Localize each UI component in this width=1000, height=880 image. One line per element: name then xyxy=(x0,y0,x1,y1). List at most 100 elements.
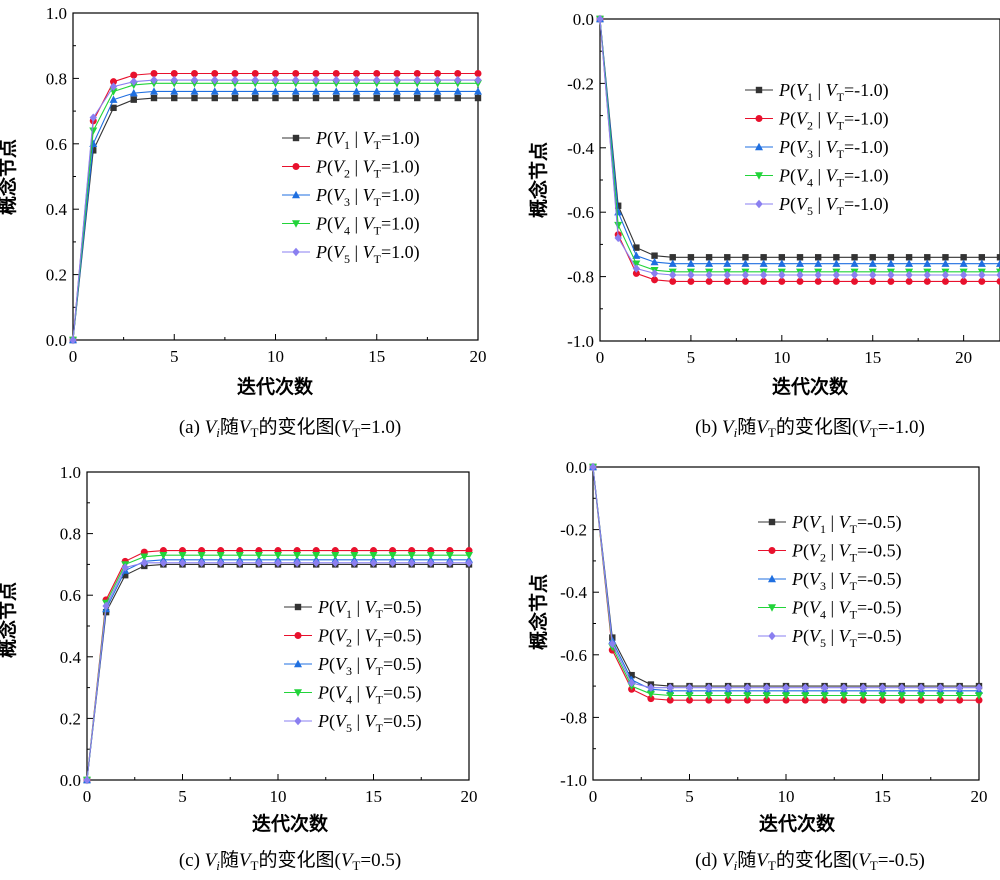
data-point xyxy=(159,558,168,568)
legend-swatch-marker xyxy=(755,172,763,180)
data-point xyxy=(782,692,790,700)
y-tick-label: 0.6 xyxy=(46,135,67,154)
data-point xyxy=(388,551,397,560)
data-point xyxy=(796,259,804,267)
data-point xyxy=(878,683,887,692)
legend-entry: P(V5 | VT=0.5) xyxy=(317,711,422,735)
data-point xyxy=(453,87,462,95)
data-point xyxy=(905,254,913,261)
data-point xyxy=(89,113,97,122)
legend-swatch-marker xyxy=(292,134,300,142)
data-point xyxy=(274,551,282,560)
data-point xyxy=(350,551,359,560)
data-point xyxy=(685,683,694,692)
data-point xyxy=(651,276,659,284)
data-point xyxy=(159,551,168,560)
legend-swatch-marker xyxy=(294,659,302,668)
x-tick-label: 15 xyxy=(368,347,385,366)
legend-entry: P(V1 | VT=1.0) xyxy=(315,128,420,152)
legend-swatch-marker xyxy=(292,220,300,228)
data-point xyxy=(632,264,641,273)
series-3 xyxy=(589,462,983,694)
y-tick-label: -0.2 xyxy=(567,74,594,93)
data-point xyxy=(445,551,454,560)
legend-swatch-marker xyxy=(294,603,302,611)
y-axis-label: 概念节点 xyxy=(527,142,550,218)
series-2 xyxy=(589,463,983,704)
legend-entry: P(V2 | VT=1.0) xyxy=(315,157,420,181)
x-tick-label: 20 xyxy=(955,348,972,367)
data-point xyxy=(687,277,695,285)
x-axis-label: 迭代次数 xyxy=(772,375,849,398)
data-point xyxy=(236,558,244,568)
data-point xyxy=(291,87,300,95)
data-point xyxy=(211,69,219,77)
data-point xyxy=(393,87,401,95)
y-tick-label: 0.2 xyxy=(60,709,81,728)
data-point xyxy=(956,696,964,704)
data-point xyxy=(393,69,401,77)
data-point xyxy=(312,69,320,77)
data-point xyxy=(820,692,829,700)
y-tick-label: 1.0 xyxy=(60,463,81,482)
data-point xyxy=(434,69,441,77)
legend: P(V1 | VT=-1.0) P(V2 | VT=-1.0) P(V3 | VT=… xyxy=(745,80,889,218)
data-point xyxy=(109,95,118,103)
data-point xyxy=(923,259,932,267)
data-point xyxy=(211,94,218,102)
legend-entry: P(V3 | VT=-0.5) xyxy=(791,569,902,593)
data-point xyxy=(917,692,926,700)
legend-swatch-marker xyxy=(755,115,763,122)
data-point xyxy=(373,75,381,85)
data-point xyxy=(647,683,655,692)
data-point xyxy=(975,692,983,700)
data-point xyxy=(814,270,822,280)
data-point xyxy=(996,254,1000,261)
data-point xyxy=(868,259,877,267)
data-point xyxy=(454,75,462,85)
data-point xyxy=(271,87,280,95)
legend-swatch-marker xyxy=(768,604,776,612)
data-point xyxy=(350,558,359,568)
data-point xyxy=(669,254,676,261)
data-point xyxy=(608,639,616,649)
data-point xyxy=(614,233,622,243)
y-tick-label: -0.2 xyxy=(560,521,587,540)
y-tick-label: -0.4 xyxy=(567,139,594,158)
y-tick-label: -0.4 xyxy=(560,583,587,602)
data-point xyxy=(879,696,886,704)
legend-entry: P(V2 | VT=-1.0) xyxy=(778,109,889,133)
x-tick-label: 10 xyxy=(267,347,284,366)
data-point xyxy=(851,277,859,285)
legend-entry: P(V4 | VT=-0.5) xyxy=(791,598,902,622)
data-point xyxy=(633,244,640,251)
data-point xyxy=(446,558,454,568)
data-point xyxy=(251,69,259,77)
data-point xyxy=(955,692,964,700)
data-point xyxy=(763,696,771,704)
data-point xyxy=(978,277,986,285)
y-tick-label: -1.0 xyxy=(560,771,587,790)
data-point xyxy=(628,671,635,679)
legend-swatch-marker xyxy=(768,574,776,583)
legend-swatch-marker xyxy=(755,199,763,209)
data-point xyxy=(978,270,986,280)
y-tick-label: -0.8 xyxy=(567,268,594,287)
series-line-2 xyxy=(592,466,979,701)
data-point xyxy=(759,259,768,267)
data-point xyxy=(832,277,840,285)
y-tick-label: -1.0 xyxy=(567,332,594,351)
data-point xyxy=(150,94,158,102)
data-point xyxy=(251,75,259,85)
data-point xyxy=(632,251,641,259)
series-3 xyxy=(596,14,1000,267)
data-point xyxy=(960,277,968,285)
data-point xyxy=(759,270,768,280)
y-axis-label: 概念节点 xyxy=(0,582,19,658)
data-point xyxy=(433,75,442,85)
data-point xyxy=(333,94,340,102)
data-point xyxy=(413,87,422,95)
data-point xyxy=(292,94,299,102)
data-point xyxy=(170,87,179,95)
legend-swatch-marker xyxy=(292,190,300,199)
